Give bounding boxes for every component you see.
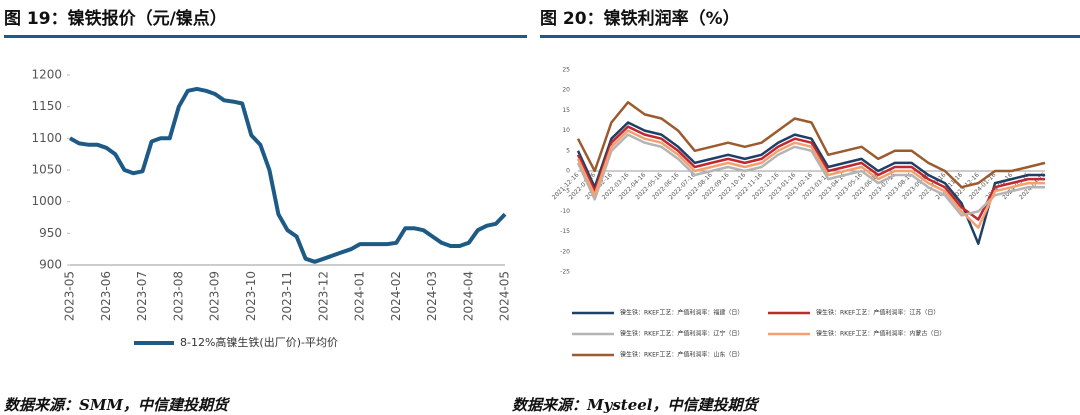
x-tick-label: 2023-09 <box>208 271 222 321</box>
series-line <box>69 86 507 264</box>
legend-label: 镍生铁：RKEF工艺：产值利润率：江苏（日） <box>816 309 939 317</box>
x-tick-label: 2024-02 <box>389 271 403 321</box>
y-tick-label: 900 <box>39 258 62 272</box>
x-tick-label: 2024-01 <box>353 271 367 321</box>
source-note: 数据来源：SMM，中信建投期货 <box>4 396 229 414</box>
y-tick-label: 1200 <box>31 68 62 82</box>
y-tick-label: -5 <box>564 188 570 195</box>
x-tick-label: 2023-12 <box>316 271 330 321</box>
x-tick-label: 2024-03 <box>425 271 439 321</box>
y-tick-label: -10 <box>560 208 570 215</box>
figure-title: 图 20：镍铁利润率（%） <box>540 9 740 29</box>
y-tick-label: 25 <box>562 67 570 74</box>
series-line <box>576 133 1045 217</box>
x-tick-label: 2023-08 <box>171 271 185 321</box>
x-tick-label: 2024-05 <box>498 271 512 321</box>
x-tick-label: 2024-04 <box>461 271 475 321</box>
y-tick-label: -20 <box>560 248 570 255</box>
y-tick-label: -25 <box>560 269 570 276</box>
legend-label: 镍生铁：RKEF工艺：产值利润率：辽宁（日） <box>620 330 743 338</box>
series-line <box>576 129 1045 229</box>
x-tick-label: 2023-11 <box>280 271 294 321</box>
y-tick-label: 5 <box>566 147 570 154</box>
header-rule <box>540 35 1080 38</box>
series-line <box>576 125 1045 221</box>
y-tick-label: 1000 <box>31 194 62 208</box>
y-tick-label: 0 <box>566 168 570 175</box>
x-tick-label: 2023-10 <box>244 271 258 321</box>
legend-label: 镍生铁：RKEF工艺：产值利润率：福建（日） <box>620 309 743 317</box>
y-tick-label: 1100 <box>31 131 62 145</box>
figure-title: 图 19：镍铁报价（元/镍点） <box>4 9 227 29</box>
y-tick-label: 15 <box>562 107 570 114</box>
y-tick-label: 10 <box>562 127 570 134</box>
y-tick-label: 1150 <box>31 99 62 113</box>
y-tick-label: 20 <box>562 87 570 94</box>
legend-label: 镍生铁：RKEF工艺：产值利润率：内蒙古（日） <box>816 330 945 338</box>
y-tick-label: 1050 <box>31 163 62 177</box>
legend-label: 8-12%高镍生铁(出厂价)-平均价 <box>180 335 338 349</box>
series-line <box>576 101 1046 189</box>
x-tick-label: 2023-07 <box>135 271 149 321</box>
y-tick-label: -15 <box>560 228 570 235</box>
legend-label: 镍生铁：RKEF工艺：产值利润率：山东（日） <box>620 351 743 359</box>
x-tick-label: 2023-06 <box>99 271 113 321</box>
y-tick-label: 950 <box>39 226 62 240</box>
header-rule <box>4 35 527 38</box>
x-tick-label: 2023-05 <box>63 271 77 321</box>
source-note: 数据来源：Mysteel，中信建投期货 <box>512 396 758 414</box>
